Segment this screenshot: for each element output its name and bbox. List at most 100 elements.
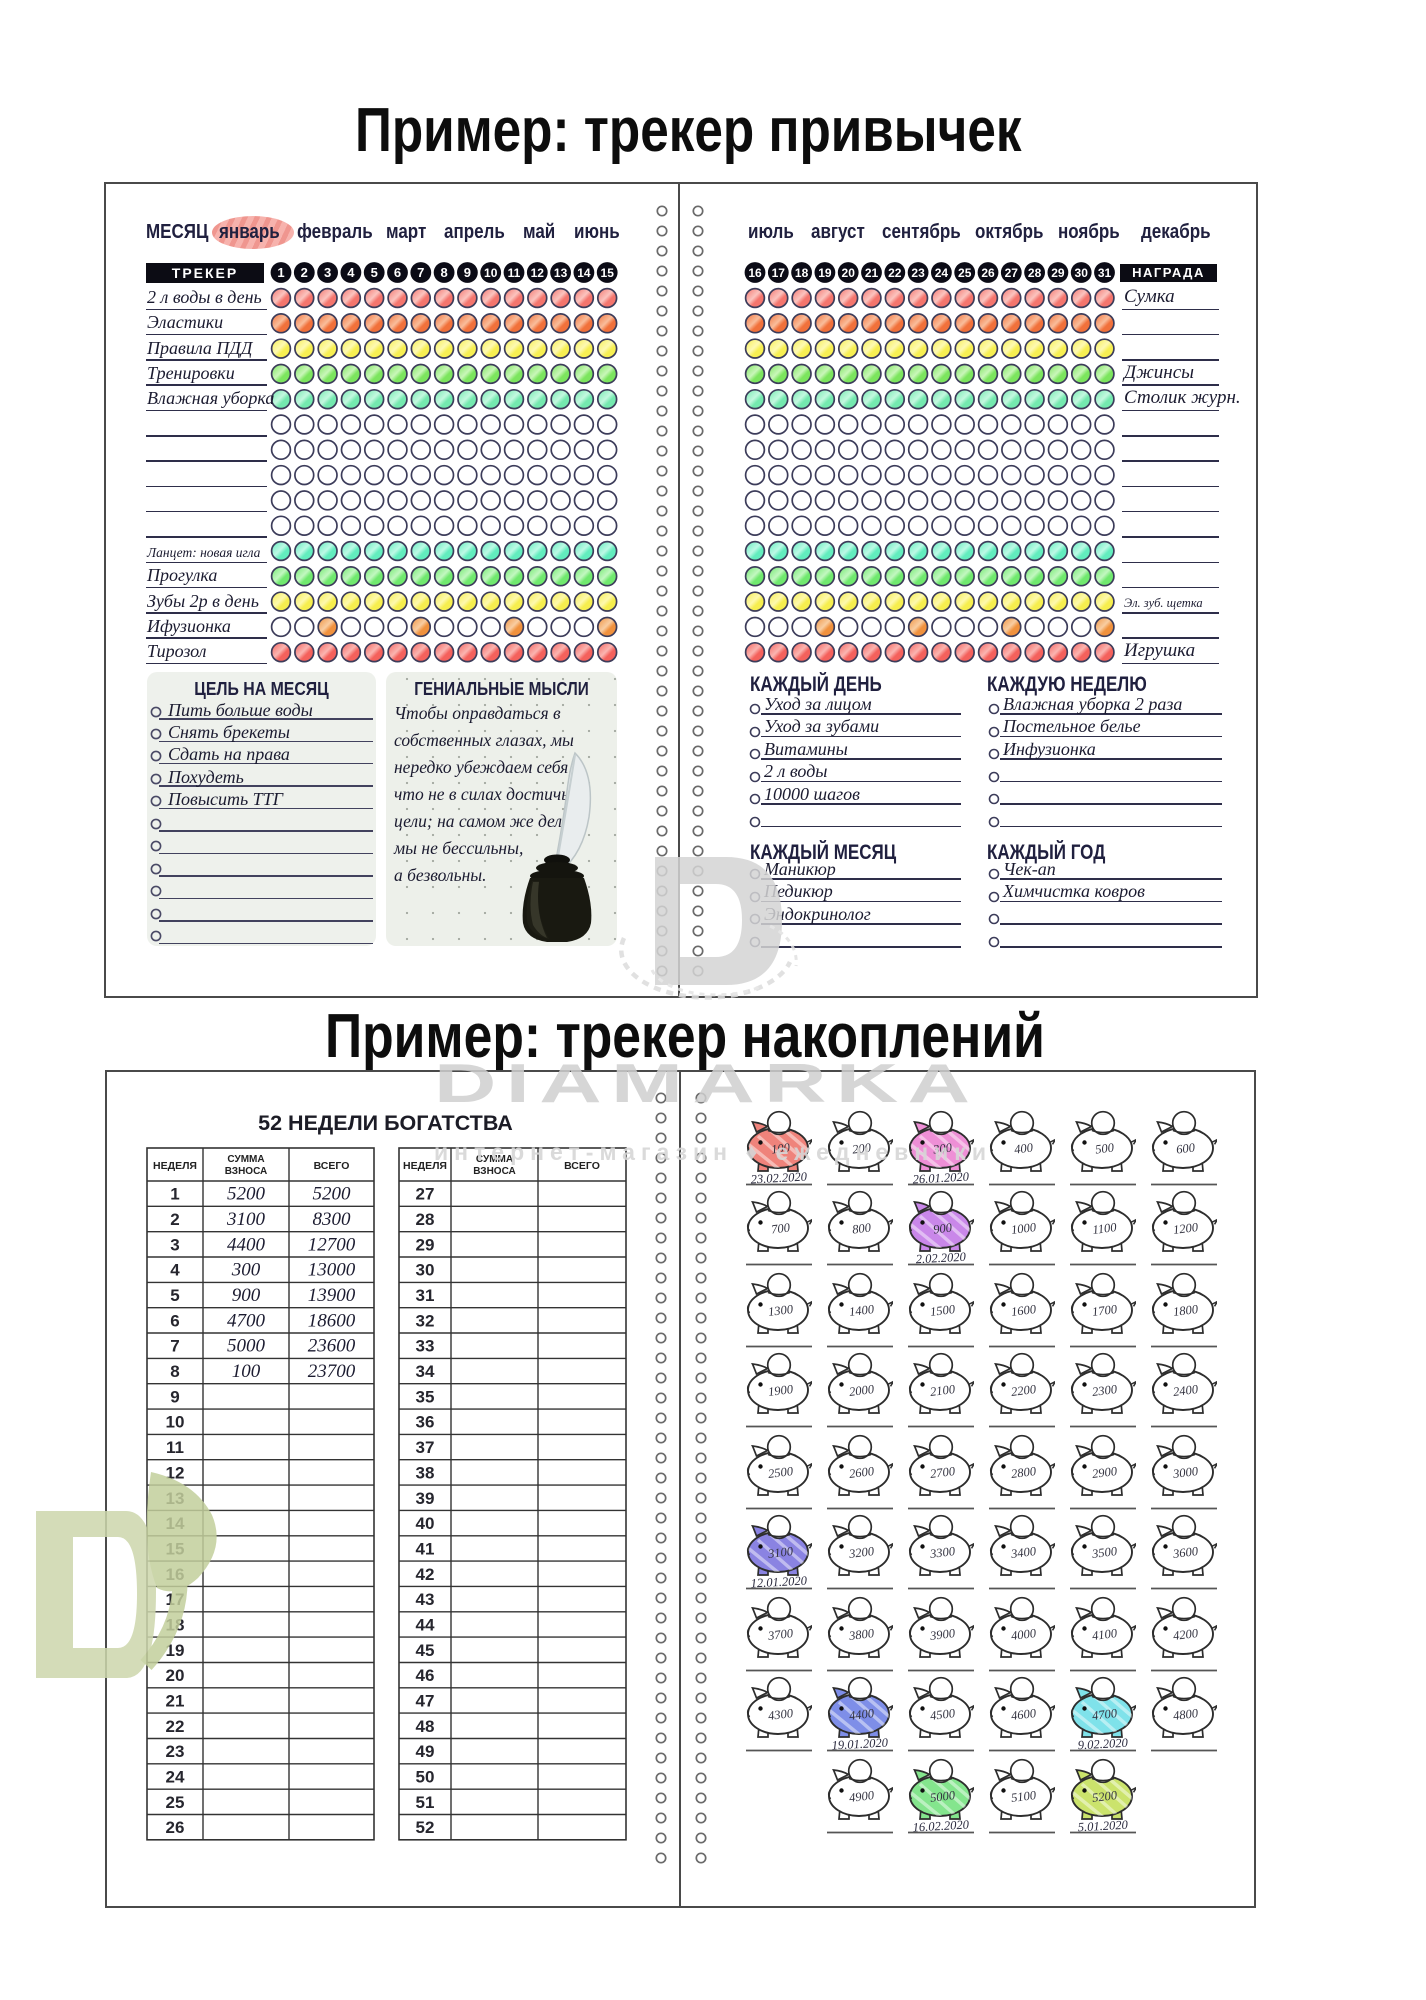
svg-text:СУММА: СУММА [227, 1154, 264, 1165]
svg-text:42: 42 [416, 1565, 435, 1584]
svg-text:2500: 2500 [767, 1464, 794, 1481]
svg-text:50: 50 [416, 1768, 435, 1787]
svg-text:16: 16 [748, 266, 762, 280]
svg-text:2400: 2400 [1172, 1382, 1199, 1399]
svg-text:200: 200 [851, 1140, 872, 1156]
svg-text:22: 22 [888, 266, 902, 280]
svg-text:10: 10 [484, 266, 498, 280]
svg-text:100: 100 [232, 1361, 261, 1382]
svg-text:900: 900 [232, 1285, 261, 1306]
svg-text:4100: 4100 [1091, 1626, 1118, 1643]
svg-text:5.01.2020: 5.01.2020 [1077, 1818, 1128, 1835]
svg-text:30: 30 [416, 1261, 435, 1280]
svg-text:27: 27 [416, 1185, 435, 1204]
svg-text:8: 8 [440, 265, 447, 280]
svg-text:48: 48 [416, 1717, 435, 1736]
svg-text:6: 6 [394, 265, 401, 280]
svg-text:400: 400 [1013, 1140, 1034, 1156]
svg-text:НЕДЕЛЯ: НЕДЕЛЯ [153, 1160, 197, 1172]
svg-text:5000: 5000 [227, 1336, 266, 1357]
svg-text:4900: 4900 [848, 1788, 875, 1805]
svg-text:23: 23 [911, 266, 925, 280]
svg-text:2600: 2600 [848, 1464, 875, 1481]
svg-text:12: 12 [166, 1463, 185, 1482]
svg-text:45: 45 [416, 1641, 435, 1660]
svg-text:6: 6 [170, 1311, 179, 1330]
svg-text:1200: 1200 [1172, 1220, 1199, 1237]
svg-text:4000: 4000 [1010, 1626, 1037, 1643]
svg-text:5200: 5200 [1091, 1788, 1118, 1805]
svg-text:15: 15 [601, 266, 615, 280]
svg-text:26: 26 [981, 266, 995, 280]
svg-text:2300: 2300 [1091, 1382, 1118, 1399]
svg-text:34: 34 [416, 1362, 435, 1381]
svg-text:28: 28 [416, 1210, 435, 1229]
svg-text:3400: 3400 [1009, 1544, 1037, 1561]
svg-text:3800: 3800 [847, 1626, 875, 1643]
svg-text:30: 30 [1075, 266, 1089, 280]
svg-text:52: 52 [416, 1818, 435, 1837]
svg-text:ВСЕГО: ВСЕГО [314, 1160, 350, 1172]
svg-text:4800: 4800 [1172, 1706, 1199, 1723]
svg-text:17: 17 [772, 266, 786, 280]
svg-text:2.02.2020: 2.02.2020 [915, 1250, 966, 1267]
svg-text:13900: 13900 [308, 1285, 356, 1306]
svg-text:4: 4 [347, 265, 355, 280]
svg-text:3900: 3900 [928, 1626, 956, 1643]
svg-text:СУММА: СУММА [476, 1154, 513, 1165]
svg-text:2: 2 [170, 1210, 179, 1229]
svg-text:29: 29 [416, 1235, 435, 1254]
svg-text:7: 7 [417, 265, 424, 280]
svg-text:12: 12 [531, 266, 545, 280]
svg-text:35: 35 [416, 1387, 435, 1406]
svg-text:700: 700 [770, 1220, 791, 1236]
svg-text:19: 19 [166, 1641, 185, 1660]
svg-text:44: 44 [416, 1615, 435, 1634]
svg-text:31: 31 [1098, 266, 1112, 280]
svg-text:9.02.2020: 9.02.2020 [1077, 1736, 1128, 1753]
svg-text:4700: 4700 [1091, 1706, 1118, 1723]
svg-text:НЕДЕЛЯ: НЕДЕЛЯ [403, 1160, 447, 1172]
svg-text:3: 3 [170, 1235, 179, 1254]
svg-text:5: 5 [371, 265, 378, 280]
svg-text:21: 21 [166, 1692, 185, 1711]
svg-text:25: 25 [166, 1793, 185, 1812]
svg-text:4500: 4500 [929, 1706, 956, 1723]
svg-text:300: 300 [231, 1260, 261, 1281]
svg-text:3300: 3300 [928, 1544, 956, 1561]
svg-text:28: 28 [1028, 266, 1042, 280]
svg-text:5: 5 [170, 1286, 179, 1305]
svg-text:31: 31 [416, 1286, 435, 1305]
svg-text:36: 36 [416, 1413, 435, 1432]
svg-text:2: 2 [301, 265, 308, 280]
svg-text:13: 13 [554, 266, 568, 280]
svg-text:4600: 4600 [1010, 1706, 1037, 1723]
svg-text:3000: 3000 [1171, 1464, 1199, 1481]
svg-text:2100: 2100 [929, 1382, 956, 1399]
svg-text:5200: 5200 [227, 1184, 266, 1205]
svg-text:600: 600 [1175, 1140, 1196, 1156]
svg-text:16.02.2020: 16.02.2020 [912, 1818, 970, 1835]
svg-text:29: 29 [1051, 266, 1065, 280]
svg-text:8300: 8300 [313, 1209, 352, 1230]
svg-text:1500: 1500 [929, 1302, 956, 1319]
svg-text:4400: 4400 [227, 1234, 266, 1255]
svg-text:40: 40 [416, 1514, 435, 1533]
svg-text:1: 1 [277, 265, 284, 280]
svg-text:3700: 3700 [766, 1626, 794, 1643]
svg-text:37: 37 [416, 1438, 435, 1457]
svg-text:22: 22 [166, 1717, 185, 1736]
svg-text:3200: 3200 [847, 1544, 875, 1561]
svg-text:13000: 13000 [308, 1260, 356, 1281]
svg-text:26: 26 [166, 1818, 185, 1837]
svg-text:900: 900 [932, 1220, 953, 1236]
svg-text:51: 51 [416, 1793, 435, 1812]
svg-text:4200: 4200 [1172, 1626, 1199, 1643]
svg-text:11: 11 [508, 266, 521, 280]
svg-text:ВЗНОСА: ВЗНОСА [473, 1166, 516, 1177]
svg-text:2000: 2000 [848, 1382, 875, 1399]
svg-text:9: 9 [170, 1387, 179, 1406]
svg-text:7: 7 [170, 1337, 179, 1356]
svg-text:23700: 23700 [308, 1361, 356, 1382]
svg-text:5100: 5100 [1010, 1788, 1037, 1805]
